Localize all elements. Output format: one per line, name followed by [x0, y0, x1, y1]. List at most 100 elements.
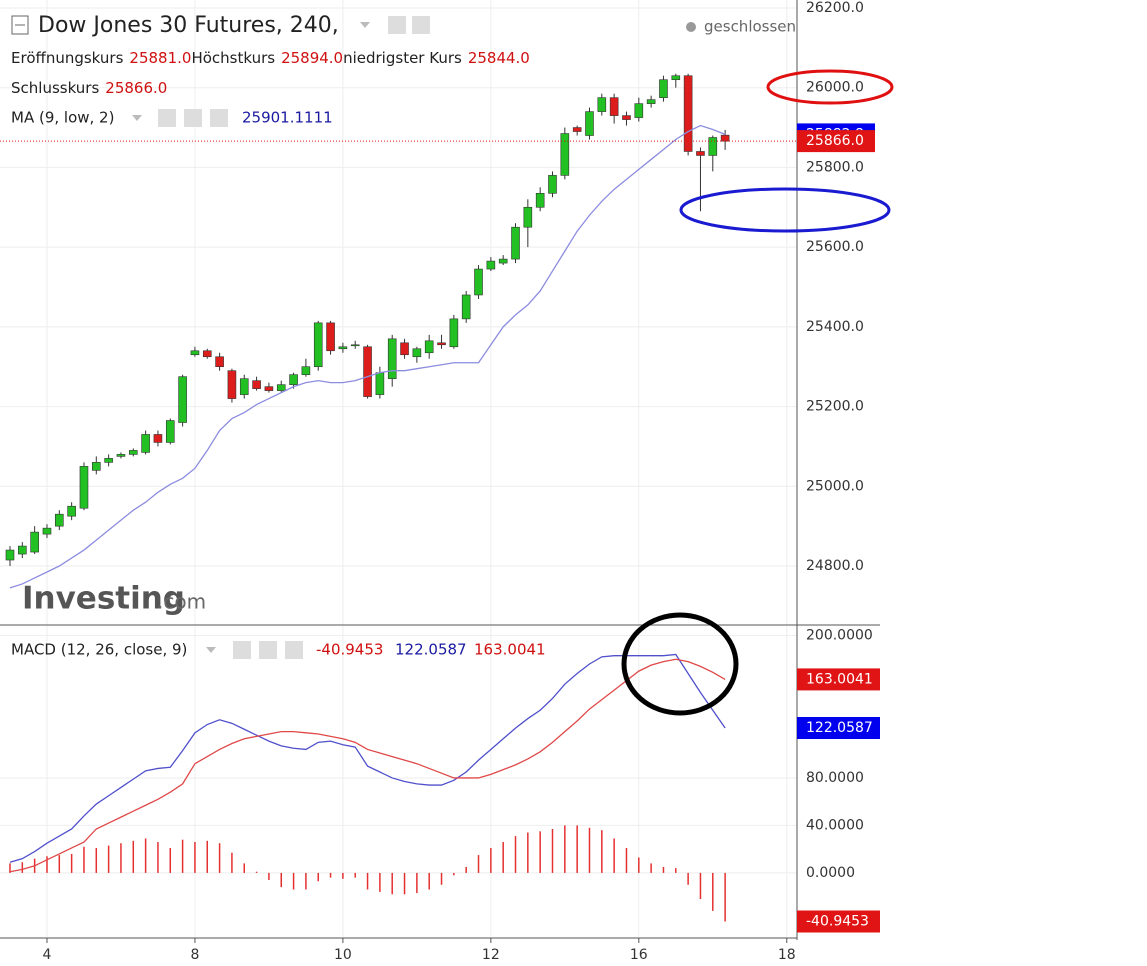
candle-body: [42, 527, 52, 535]
candle-body: [350, 344, 360, 347]
candle-body: [141, 434, 150, 453]
eye-icon[interactable]: [388, 16, 406, 34]
y-tick-label: 25200.0: [806, 399, 864, 415]
x-tick-label: 16: [630, 947, 648, 963]
candle-body: [474, 268, 483, 296]
settings-icon[interactable]: [412, 16, 430, 34]
candle-body: [165, 420, 175, 443]
watermark: Investing: [22, 581, 185, 617]
highlight-circle: [621, 612, 739, 716]
ohlc-label: niedrigster Kurs: [343, 49, 462, 67]
candle-body: [215, 356, 224, 368]
candle-body: [424, 340, 434, 354]
candle-body: [560, 133, 570, 176]
eye-icon[interactable]: [233, 641, 251, 659]
ohlc-label: Höchstkurs: [191, 49, 275, 67]
candle-body: [683, 75, 693, 152]
candle-body: [461, 294, 471, 320]
candle-body: [153, 434, 163, 443]
candle-body: [523, 206, 533, 228]
candle-body: [572, 127, 582, 132]
macd-legend-value: -40.9453: [316, 641, 383, 659]
y-tick-label: 24800.0: [806, 558, 864, 574]
ohlc-value: 25844.0: [468, 49, 530, 67]
grid: [0, 0, 797, 937]
candle-body: [104, 458, 113, 463]
candle-body: [55, 513, 64, 527]
y-tick-label: 200.0000: [806, 627, 873, 643]
macd-line: [9, 653, 726, 863]
candle-body: [264, 386, 274, 391]
ohlc-value: 25866.0: [105, 79, 167, 97]
candle-body: [190, 350, 200, 356]
price-tag-label: 25866.0: [806, 133, 864, 149]
y-tick-label: 25000.0: [806, 478, 864, 494]
settings-icon[interactable]: [184, 109, 202, 127]
candle-body: [67, 505, 76, 517]
y-tick-label: 26200.0: [806, 0, 864, 16]
candle-body: [116, 454, 126, 457]
candle-body: [239, 378, 249, 395]
candle-body: [720, 134, 730, 142]
candle-body: [91, 462, 101, 471]
remove-icon[interactable]: [210, 109, 228, 127]
candle-body: [708, 137, 718, 156]
x-tick-label: 8: [190, 947, 199, 963]
price-tag: [797, 717, 880, 740]
price-tag: [797, 130, 875, 153]
y-tick-label: 0.0000: [806, 865, 855, 881]
candle-body: [289, 374, 298, 385]
macd-line: [9, 658, 726, 873]
candle-body: [326, 322, 335, 352]
dropdown-icon[interactable]: [206, 647, 216, 653]
candle-body: [30, 531, 39, 553]
settings-icon[interactable]: [259, 641, 277, 659]
candle-body: [609, 97, 619, 116]
highlight-ellipse: [766, 69, 894, 105]
candle-body: [79, 466, 89, 509]
candle-body: [597, 97, 607, 112]
marks: [5, 73, 730, 922]
macd-legend-name: MACD (12, 26, close, 9): [11, 641, 187, 659]
ohlc-legend: Eröffnungskurs 25881.0Höchstkurs 25894.0ni…: [11, 49, 530, 67]
dropdown-icon[interactable]: [132, 115, 142, 121]
candle-body: [449, 318, 459, 348]
watermark-suffix: .com: [157, 590, 206, 614]
collapse-icon[interactable]: [11, 15, 29, 35]
remove-icon[interactable]: [285, 641, 303, 659]
y-tick-label: 80.0000: [806, 770, 864, 786]
candle-body: [498, 258, 508, 264]
ma-line: [9, 124, 726, 589]
chart-title: Dow Jones 30 Futures, 240,: [38, 13, 339, 38]
candle-body: [178, 376, 187, 423]
candle-body: [486, 260, 496, 270]
candle-body: [301, 366, 311, 375]
x-tick-label: 18: [778, 947, 796, 963]
dropdown-icon[interactable]: [360, 22, 370, 28]
candle-body: [412, 348, 422, 358]
candle-body: [671, 75, 681, 81]
market-status: geschlossen: [704, 18, 796, 36]
ohlc-legend: Schlusskurs 25866.0: [11, 79, 167, 97]
candle-body: [5, 549, 15, 561]
eye-icon[interactable]: [158, 109, 176, 127]
y-tick-label: 40.0000: [806, 817, 864, 833]
candle-body: [400, 342, 409, 356]
candle-body: [202, 350, 212, 358]
candle-body: [227, 370, 237, 399]
candle-body: [276, 384, 286, 391]
price-tag-label: -40.9453: [806, 914, 869, 930]
macd-legend-value: 122.0587: [395, 641, 467, 659]
candle-body: [128, 450, 138, 455]
y-tick-label: 25600.0: [806, 239, 864, 255]
candle-body: [634, 103, 644, 118]
x-tick-label: 12: [482, 947, 500, 963]
candle-body: [548, 175, 557, 194]
candle-body: [363, 346, 372, 397]
candle-body: [535, 193, 545, 208]
ma-legend-name: MA (9, low, 2): [11, 109, 114, 127]
x-tick-label: 4: [43, 947, 52, 963]
